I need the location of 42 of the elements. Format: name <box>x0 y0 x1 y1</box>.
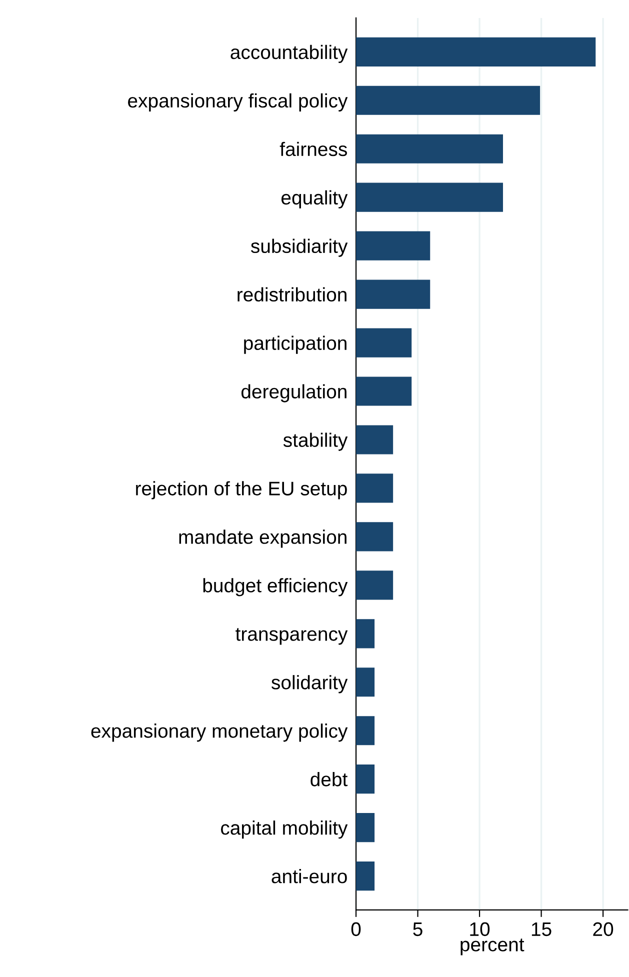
y-tick-label: stability <box>283 432 348 451</box>
x-tick-label: 20 <box>593 922 614 936</box>
x-tick-label: 0 <box>351 922 361 936</box>
bar <box>356 716 375 746</box>
y-tick-label: anti-euro <box>272 868 347 884</box>
bar <box>356 86 540 115</box>
y-tick-label: participation <box>244 336 346 354</box>
y-tick-label: mandate expansion <box>179 530 346 548</box>
bar <box>356 619 375 648</box>
y-tick-label: redistribution <box>238 287 346 302</box>
y-tick-label: fairness <box>280 142 347 156</box>
bar <box>356 182 503 212</box>
y-tick-label: solidarity <box>272 675 348 694</box>
bar <box>356 328 412 358</box>
x-axis-title: percent <box>460 938 524 956</box>
bar <box>356 570 394 600</box>
bar <box>356 668 375 697</box>
y-tick-label: budget efficiency <box>203 578 348 596</box>
bar <box>356 522 394 552</box>
bar <box>356 37 596 66</box>
x-tick-label: 5 <box>413 922 422 936</box>
y-tick-label: deregulation <box>241 384 346 402</box>
y-tick-label: transparency <box>236 628 348 645</box>
bar <box>356 764 375 794</box>
x-tick-label: 10 <box>470 922 490 936</box>
y-tick-label: expansionary fiscal policy <box>128 93 348 112</box>
bar <box>356 231 430 260</box>
y-tick-label: accountability <box>230 44 348 63</box>
y-tick-label: expansionary monetary policy <box>91 724 348 742</box>
y-tick-label: rejection of the EU setup <box>136 481 347 500</box>
bar <box>356 474 394 503</box>
y-tick-label: capital mobility <box>220 820 348 839</box>
y-tick-label: equality <box>281 190 348 208</box>
bar <box>356 376 412 406</box>
bar <box>356 862 375 891</box>
bar <box>356 425 394 454</box>
bar <box>356 280 430 309</box>
y-tick-label: subsidiarity <box>250 238 348 257</box>
bar <box>356 134 503 164</box>
x-tick-label: 15 <box>532 922 552 936</box>
bar <box>356 813 375 842</box>
y-tick-label: debt <box>310 772 348 786</box>
